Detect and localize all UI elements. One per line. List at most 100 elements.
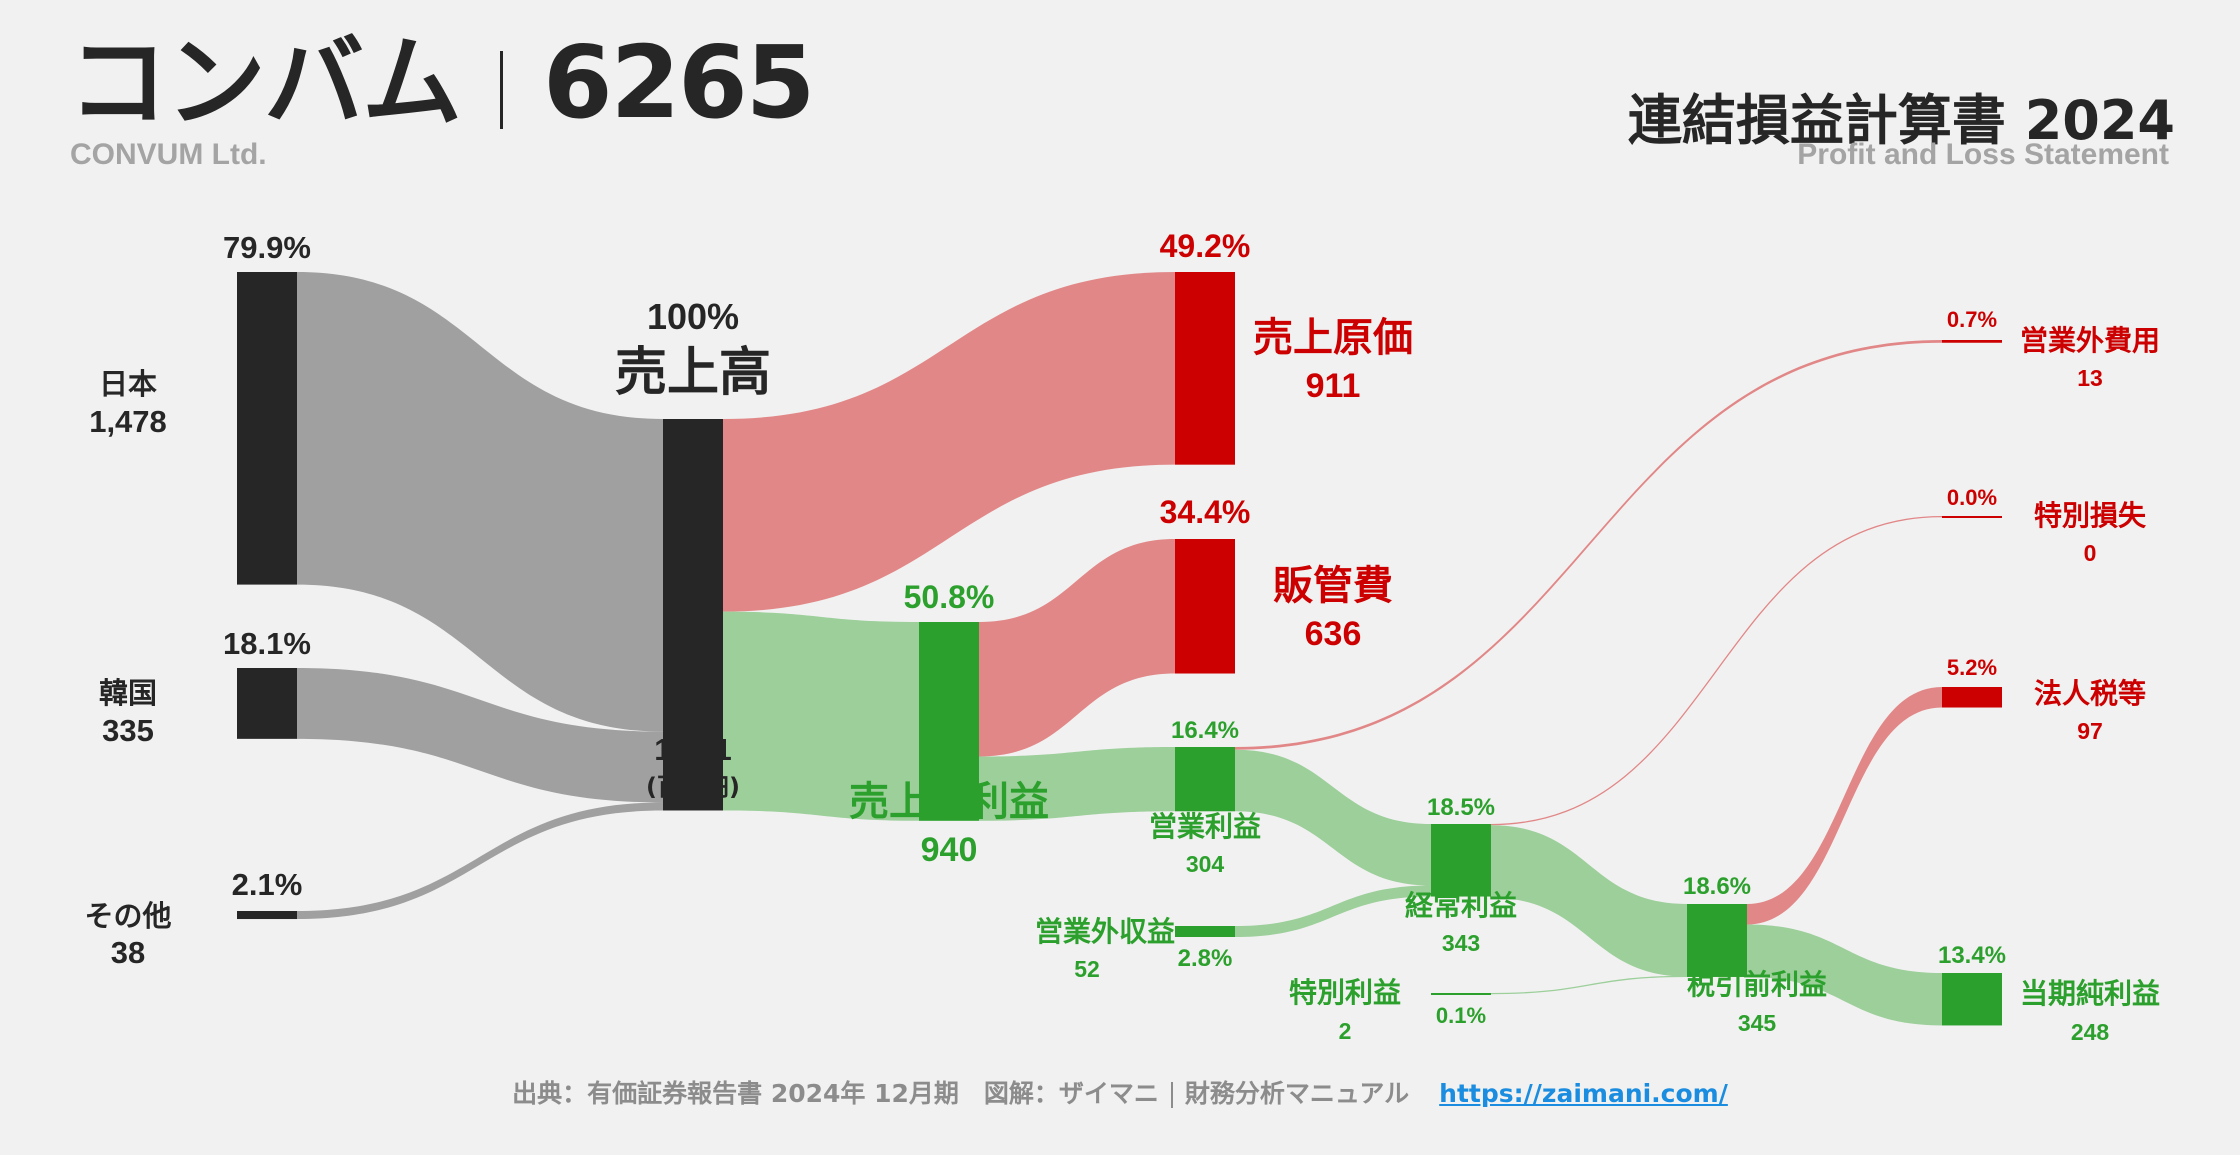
value-label-cogs: 911 — [1306, 367, 1361, 405]
node-gross — [919, 622, 979, 821]
pct-label-net: 13.4% — [1938, 942, 2006, 969]
node-label-net: 当期純利益 — [2020, 977, 2160, 1010]
value-label-japan: 1,478 — [89, 404, 167, 439]
pct-label-nonop_inc: 2.8% — [1178, 945, 1233, 972]
node-nonop_exp — [1942, 340, 2002, 343]
node-label-op: 営業利益 — [1149, 810, 1261, 843]
value-label-gross: 940 — [921, 831, 978, 869]
flow-ext_gain-to-pretax — [1490, 975, 1688, 995]
flow-revenue-to-cogs — [723, 272, 1175, 612]
value-label-other: 38 — [111, 935, 145, 970]
flow-korea-to-revenue — [297, 668, 663, 803]
flow-path — [1490, 975, 1688, 995]
value-label-ext_gain: 2 — [1339, 1018, 1352, 1044]
flow-path — [1747, 924, 1942, 1026]
flow-path — [1747, 687, 1942, 925]
value-label-nonop_exp: 13 — [2077, 365, 2103, 391]
pct-label-ext_gain: 0.1% — [1436, 1003, 1486, 1028]
pct-label-tax: 5.2% — [1947, 655, 1997, 680]
pct-label-other: 2.1% — [232, 867, 303, 902]
node-other — [237, 911, 297, 920]
value-label-nonop_inc: 52 — [1074, 956, 1100, 982]
pct-label-sga: 34.4% — [1160, 494, 1251, 530]
value-label-sga: 636 — [1305, 615, 1362, 653]
node-net — [1942, 973, 2002, 1026]
pct-label-gross: 50.8% — [904, 579, 995, 615]
pct-label-nonop_exp: 0.7% — [1947, 307, 1997, 332]
pct-label-cogs: 49.2% — [1160, 228, 1251, 264]
ticker-code: 6265 — [543, 24, 815, 141]
footer-source: 出典：有価証券報告書 2024年 12月期 図解：ザイマニ — [512, 1079, 1159, 1108]
node-ext_gain — [1431, 993, 1491, 995]
node-label-japan: 日本 — [99, 367, 157, 401]
flow-op-to-nonop_exp — [1235, 340, 1942, 750]
pct-label-op: 16.4% — [1171, 717, 1239, 744]
node-nonop_inc — [1175, 926, 1235, 937]
flow-path — [723, 272, 1175, 612]
flow-gross-to-sga — [979, 539, 1175, 757]
value-label-revenue: 1,851 — [654, 732, 732, 767]
node-label-sga: 販管費 — [1273, 563, 1393, 609]
node-label-nonop_exp: 営業外費用 — [2020, 324, 2160, 357]
footer: 出典：有価証券報告書 2024年 12月期 図解：ザイマニ 財務分析マニュアル ht… — [0, 1074, 2240, 1110]
node-korea — [237, 668, 297, 739]
statement-title: 連結損益計算書 2024 — [1627, 89, 2175, 152]
flow-path — [1491, 825, 1687, 977]
node-sga — [1175, 539, 1235, 674]
flow-pretax-to-tax — [1747, 687, 1942, 925]
footer-divider — [1170, 1082, 1173, 1108]
flow-path — [297, 802, 663, 920]
node-revenue — [663, 419, 723, 811]
flow-path — [1235, 340, 1942, 750]
node-layer — [237, 272, 2002, 1026]
flow-pretax-to-net — [1747, 924, 1942, 1026]
node-tax — [1942, 687, 2002, 708]
flow-path — [723, 611, 919, 821]
node-label-korea: 韓国 — [99, 676, 157, 710]
value-label-op: 304 — [1186, 851, 1225, 877]
node-cogs — [1175, 272, 1235, 465]
node-label-cogs: 売上原価 — [1253, 315, 1413, 361]
node-label-revenue: 売上高 — [615, 343, 771, 403]
flow-path — [1235, 885, 1431, 937]
flow-other-to-revenue — [297, 802, 663, 920]
node-japan — [237, 272, 297, 585]
flow-layer — [297, 272, 1943, 1026]
node-label-other: その他 — [84, 899, 171, 933]
pct-label-japan: 79.9% — [223, 230, 311, 265]
node-label-ext_gain: 特別利益 — [1289, 976, 1401, 1009]
value-label-ordinary: 343 — [1442, 930, 1480, 956]
flow-path — [979, 539, 1175, 757]
title-separator — [500, 50, 503, 129]
node-op — [1175, 747, 1235, 812]
flow-path — [297, 272, 663, 732]
flow-path — [979, 747, 1175, 821]
value-label-ext_loss: 0 — [2084, 540, 2097, 566]
node-label-ext_loss: 特別損失 — [2034, 499, 2147, 532]
node-label-nonop_inc: 営業外収益 — [1035, 915, 1175, 948]
unit-label: (百万円) — [646, 773, 740, 801]
flow-ordinary-to-ext_loss — [1490, 515, 1943, 826]
node-label-ordinary: 経常利益 — [1405, 889, 1517, 922]
flow-path — [297, 668, 663, 803]
statement-title-en: Profit and Loss Statement — [1797, 138, 2169, 171]
footer-site-name: 財務分析マニュアル — [1184, 1079, 1410, 1108]
flow-japan-to-revenue — [297, 272, 663, 732]
flow-path — [1235, 749, 1431, 886]
company-name: コンバム — [68, 24, 462, 141]
node-label-tax: 法人税等 — [2034, 677, 2146, 710]
flow-gross-to-op — [979, 747, 1175, 821]
node-ordinary — [1431, 824, 1491, 897]
flow-nonop_inc-to-ordinary — [1235, 885, 1431, 937]
pct-label-pretax: 18.6% — [1683, 873, 1751, 900]
value-label-korea: 335 — [102, 713, 154, 748]
company-name-en: CONVUM Ltd. — [70, 138, 267, 171]
flow-ordinary-to-pretax — [1491, 825, 1687, 977]
pct-label-ext_loss: 0.0% — [1947, 485, 1997, 510]
flow-path — [1490, 515, 1943, 826]
footer-link[interactable]: https://zaimani.com/ — [1439, 1079, 1728, 1108]
pct-label-ordinary: 18.5% — [1427, 794, 1495, 821]
node-ext_loss — [1942, 516, 2002, 518]
